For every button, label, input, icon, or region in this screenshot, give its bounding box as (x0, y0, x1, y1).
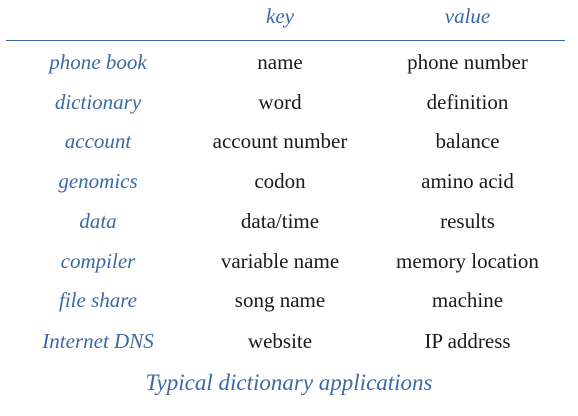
table-caption: Typical dictionary applications (145, 370, 433, 395)
key-cell: account number (212, 129, 348, 153)
key-column-header: key (266, 4, 294, 28)
key-cell: data/time (240, 209, 320, 233)
application-cell: Internet DNS (42, 329, 154, 353)
value-cell: machine (431, 288, 504, 312)
key-cell: website (247, 329, 313, 353)
value-cell: phone number (407, 50, 528, 74)
value-cell: results (440, 209, 495, 233)
table-row: account account number balance (0, 125, 578, 157)
table-row: data data/time results (0, 205, 578, 237)
application-cell: file share (59, 288, 137, 312)
table-row: dictionary word definition (0, 86, 578, 118)
key-cell: variable name (220, 249, 340, 273)
value-cell: IP address (424, 329, 511, 353)
application-cell: compiler (60, 249, 136, 273)
table-row: phone book name phone number (0, 46, 578, 78)
value-cell: amino acid (421, 169, 514, 193)
application-cell: account (64, 129, 132, 153)
value-cell: balance (435, 129, 500, 153)
table-row: Internet DNS website IP address (0, 325, 578, 357)
application-cell: phone book (49, 50, 147, 74)
application-cell: genomics (58, 169, 138, 193)
header-rule (6, 40, 565, 41)
value-cell: definition (426, 90, 509, 114)
application-cell: data (79, 209, 117, 233)
table-row: file share song name machine (0, 284, 578, 316)
value-column-header: value (444, 4, 491, 28)
table-row: compiler variable name memory location (0, 245, 578, 277)
value-cell: memory location (396, 249, 539, 273)
key-cell: name (257, 50, 303, 74)
key-cell: word (258, 90, 302, 114)
key-cell: codon (254, 169, 306, 193)
key-cell: song name (234, 288, 326, 312)
table-row: genomics codon amino acid (0, 165, 578, 197)
application-cell: dictionary (54, 90, 142, 114)
